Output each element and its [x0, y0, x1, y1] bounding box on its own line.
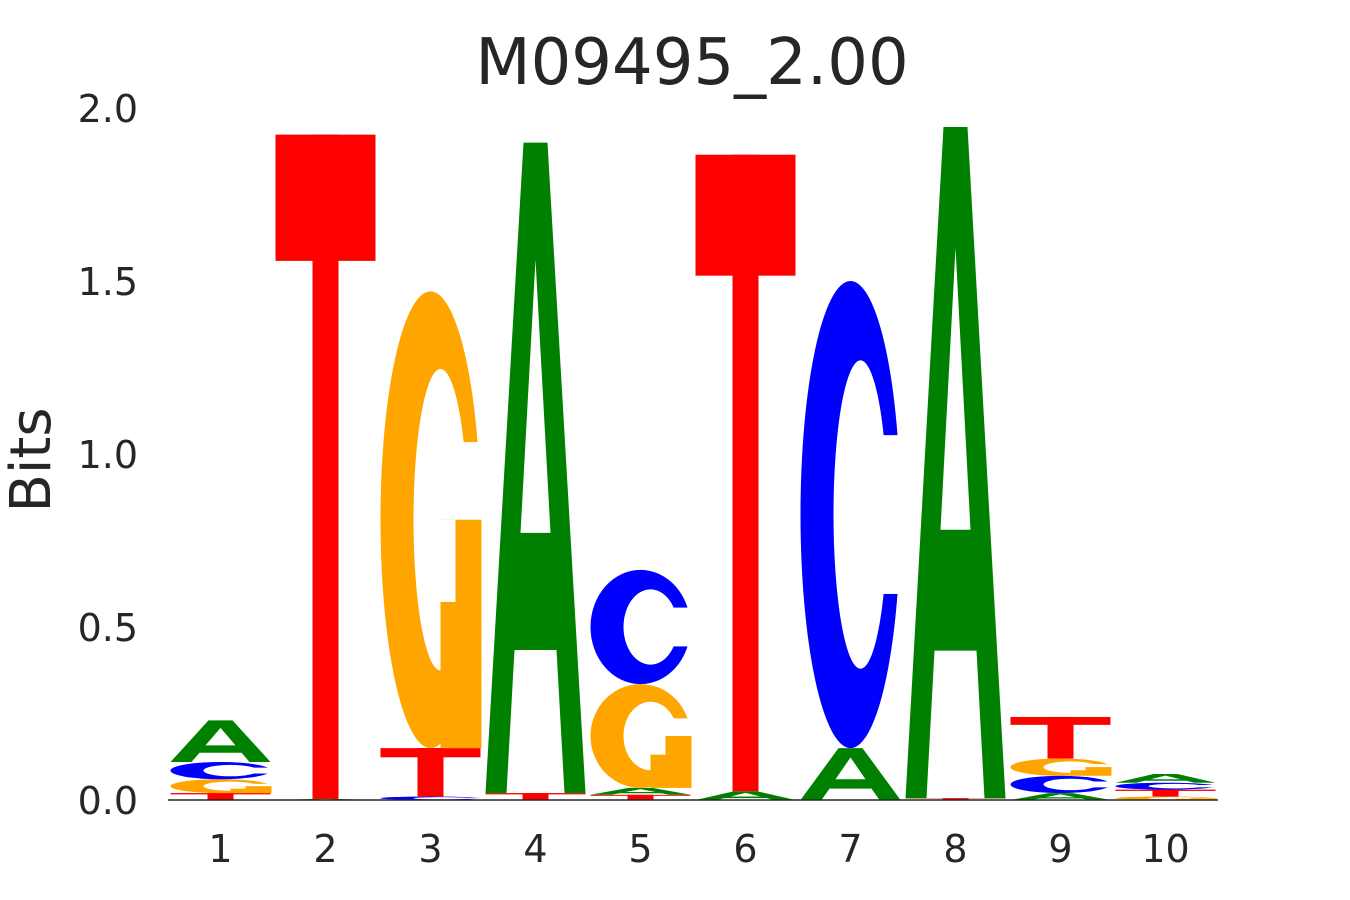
logo-column-5 [590, 569, 692, 800]
logo-stacks [170, 127, 1217, 800]
x-tick-label: 4 [523, 827, 547, 871]
letter-C-pos-7 [800, 281, 902, 749]
letter-A-pos-5 [590, 787, 691, 795]
y-tick-label: 1.0 [78, 433, 138, 477]
logo-column-3 [380, 291, 482, 800]
letter-C-pos-9 [1010, 775, 1112, 794]
letter-T-pos-10 [1115, 789, 1216, 797]
letter-C-pos-5 [590, 569, 692, 685]
y-tick-label: 1.5 [78, 260, 138, 304]
y-tick-label: 0.5 [78, 606, 138, 650]
x-tick-label: 6 [733, 827, 757, 871]
letter-A-pos-4 [485, 142, 586, 794]
letter-A-pos-1 [170, 720, 271, 762]
letter-T-pos-5 [590, 794, 691, 800]
letter-C-pos-1 [170, 761, 272, 780]
letter-T-pos-4 [485, 793, 586, 800]
logo-column-1 [170, 720, 272, 800]
letter-A-pos-7 [800, 748, 901, 800]
y-axis-ticks: 0.0 0.5 1.0 1.5 2.0 [78, 87, 138, 823]
x-tick-label: 5 [628, 827, 652, 871]
letter-T-pos-6 [695, 154, 796, 792]
x-tick-label: 1 [208, 827, 232, 871]
logo-column-9 [1010, 716, 1112, 800]
y-tick-label: 0.0 [78, 779, 138, 823]
letter-A-pos-8 [905, 127, 1006, 799]
letter-T-pos-1 [170, 793, 271, 800]
x-tick-label: 7 [838, 827, 862, 871]
letter-T-pos-9 [1010, 716, 1111, 759]
logo-column-10 [1115, 774, 1217, 800]
x-tick-label: 8 [943, 827, 967, 871]
x-axis-ticks: 1 2 3 4 5 6 7 8 9 10 [208, 827, 1189, 871]
letter-C-pos-10 [1115, 782, 1217, 790]
letter-A-pos-10 [1115, 774, 1216, 783]
letter-T-pos-2 [275, 134, 376, 799]
letter-T-pos-8 [905, 798, 1006, 800]
letter-G-pos-5 [590, 684, 692, 788]
letter-T-pos-3 [380, 748, 481, 797]
logo-column-8 [905, 127, 1006, 800]
logo-column-6 [695, 154, 796, 800]
y-tick-label: 2.0 [78, 87, 138, 131]
chart-title: M09495_2.00 [475, 26, 908, 100]
letter-A-pos-9 [1010, 793, 1111, 800]
x-tick-label: 10 [1141, 827, 1189, 871]
letter-G-pos-1 [170, 779, 272, 794]
letter-A-pos-6 [695, 791, 796, 800]
logo-column-2 [275, 134, 376, 800]
letter-G-pos-9 [1010, 758, 1112, 776]
y-axis-title: Bits [0, 407, 64, 512]
x-tick-label: 3 [418, 827, 442, 871]
logo-column-7 [800, 281, 902, 800]
letter-G-pos-3 [380, 291, 482, 749]
logo-column-4 [485, 142, 586, 800]
x-tick-label: 2 [313, 827, 337, 871]
letter-G-pos-10 [1115, 796, 1217, 800]
letter-C-pos-3 [380, 796, 482, 800]
x-tick-label: 9 [1048, 827, 1072, 871]
